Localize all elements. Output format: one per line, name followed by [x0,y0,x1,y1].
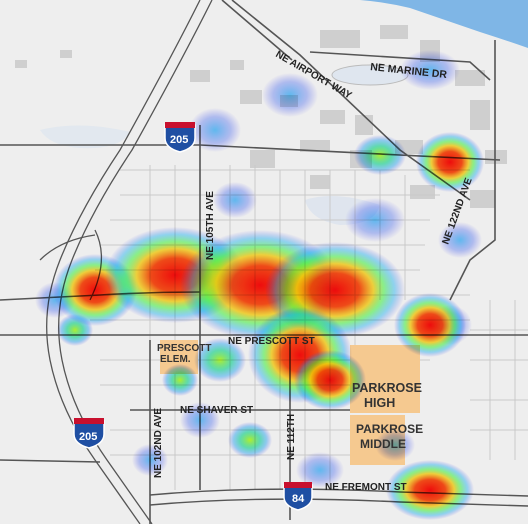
label-ne-112th: NE 112TH [286,414,297,460]
label-ne-102nd-ave: NE 102ND AVE [153,408,164,478]
label-ne-prescott-st: NE PRESCOTT ST [228,336,315,347]
label-ne-105th-ave: NE 105TH AVE [205,191,216,260]
svg-text:84: 84 [292,493,305,505]
prescott-elem-label-1: PRESCOTT [157,343,211,354]
label-ne-shaver-st: NE SHAVER ST [180,405,253,416]
label-ne-fremont-st: NE FREMONT ST [325,482,407,493]
prescott-elem-label-2: ELEM. [160,354,191,365]
i84-shield: 84 [283,482,313,511]
i205-shield-bottom: 205 [73,418,105,449]
parkrose-high-label-2: HIGH [364,396,395,410]
svg-text:205: 205 [79,431,97,443]
river-water [360,0,528,48]
parkrose-middle-label-2: MIDDLE [360,437,406,451]
parkrose-high-label-1: PARKROSE [352,381,422,395]
i205-freeway [39,0,213,524]
i84-freeway [149,488,528,507]
heatmap-layer [35,50,484,520]
svg-text:205: 205 [170,134,188,146]
i205-shield-top: 205 [164,122,196,153]
lake [40,125,130,149]
parkrose-middle-label-1: PARKROSE [356,422,423,436]
